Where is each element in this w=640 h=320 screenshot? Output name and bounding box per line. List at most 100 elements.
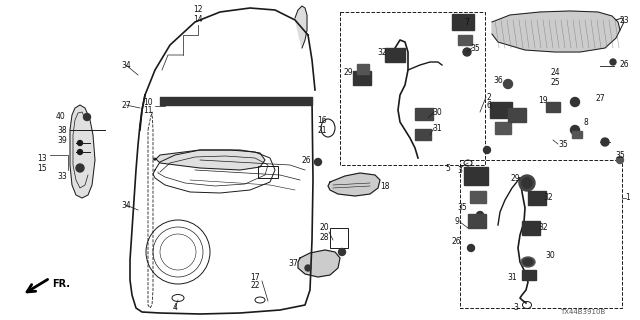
Bar xyxy=(470,191,486,203)
Text: 8: 8 xyxy=(584,117,588,126)
Text: 25: 25 xyxy=(550,77,560,86)
Text: 22: 22 xyxy=(250,282,260,291)
Text: 32: 32 xyxy=(538,223,548,233)
Text: 26: 26 xyxy=(301,156,311,164)
Bar xyxy=(522,270,536,280)
Text: 27: 27 xyxy=(595,93,605,102)
Bar xyxy=(528,191,546,205)
Bar xyxy=(572,131,582,138)
Bar xyxy=(468,214,486,228)
Circle shape xyxy=(504,79,513,89)
Text: 28: 28 xyxy=(319,234,329,243)
Bar xyxy=(415,108,433,120)
Circle shape xyxy=(522,178,532,188)
Text: TX44B3910B: TX44B3910B xyxy=(561,309,605,315)
Text: 40: 40 xyxy=(55,111,65,121)
Text: 16: 16 xyxy=(317,116,327,124)
Text: 27: 27 xyxy=(121,100,131,109)
Circle shape xyxy=(305,265,311,271)
Text: 11: 11 xyxy=(143,106,153,115)
Text: 39: 39 xyxy=(57,135,67,145)
Polygon shape xyxy=(492,11,620,52)
Text: 3: 3 xyxy=(513,303,518,313)
Text: 26: 26 xyxy=(619,60,629,68)
Text: 30: 30 xyxy=(432,108,442,116)
Text: 38: 38 xyxy=(57,125,67,134)
Bar xyxy=(385,48,405,62)
Text: 2: 2 xyxy=(486,92,492,101)
Text: 18: 18 xyxy=(380,181,390,190)
Circle shape xyxy=(463,48,471,56)
Bar xyxy=(508,108,526,122)
Circle shape xyxy=(570,98,579,107)
Circle shape xyxy=(339,249,346,255)
Text: 34: 34 xyxy=(121,60,131,69)
Text: 32: 32 xyxy=(377,47,387,57)
Bar xyxy=(464,167,488,185)
Circle shape xyxy=(483,147,490,154)
Text: 31: 31 xyxy=(432,124,442,132)
Text: 13: 13 xyxy=(37,154,47,163)
Bar xyxy=(458,35,472,45)
Text: 36: 36 xyxy=(493,76,503,84)
Text: 15: 15 xyxy=(37,164,47,172)
Text: 9: 9 xyxy=(454,218,460,227)
Text: 4: 4 xyxy=(173,303,177,313)
Text: 5: 5 xyxy=(445,164,451,172)
Text: 29: 29 xyxy=(343,68,353,76)
Circle shape xyxy=(77,140,83,146)
Circle shape xyxy=(467,244,474,252)
Text: 32: 32 xyxy=(543,194,553,203)
Text: 19: 19 xyxy=(538,95,548,105)
Text: 10: 10 xyxy=(143,98,153,107)
Text: 30: 30 xyxy=(545,251,555,260)
Text: 1: 1 xyxy=(626,194,630,203)
Polygon shape xyxy=(298,250,340,277)
Text: 3: 3 xyxy=(458,165,463,174)
Bar xyxy=(546,102,560,112)
Text: 31: 31 xyxy=(507,274,517,283)
Bar xyxy=(522,221,540,235)
Text: 23: 23 xyxy=(619,15,629,25)
Text: 6: 6 xyxy=(486,100,492,109)
Text: 35: 35 xyxy=(470,44,480,52)
Circle shape xyxy=(610,59,616,65)
Text: 35: 35 xyxy=(457,204,467,212)
Polygon shape xyxy=(153,150,265,170)
Bar xyxy=(452,14,474,30)
Circle shape xyxy=(601,138,609,146)
Text: 7: 7 xyxy=(465,18,469,27)
Text: 14: 14 xyxy=(193,14,203,23)
Circle shape xyxy=(477,212,483,219)
Polygon shape xyxy=(328,173,380,196)
Bar xyxy=(495,122,511,134)
Text: 24: 24 xyxy=(550,68,560,76)
Text: 26: 26 xyxy=(451,237,461,246)
Circle shape xyxy=(616,156,623,164)
Bar xyxy=(490,102,512,118)
Circle shape xyxy=(77,149,83,155)
Text: 35: 35 xyxy=(558,140,568,148)
Bar xyxy=(258,166,278,178)
Polygon shape xyxy=(70,105,95,198)
Bar xyxy=(357,64,369,74)
Text: 17: 17 xyxy=(250,274,260,283)
Text: 35: 35 xyxy=(615,150,625,159)
Text: 29: 29 xyxy=(510,173,520,182)
Text: 33: 33 xyxy=(57,172,67,180)
Bar xyxy=(330,228,348,248)
Bar xyxy=(415,129,431,140)
Text: 21: 21 xyxy=(317,125,327,134)
Text: 37: 37 xyxy=(288,260,298,268)
Ellipse shape xyxy=(521,257,535,267)
Text: FR.: FR. xyxy=(52,279,70,289)
Text: 34: 34 xyxy=(121,201,131,210)
Circle shape xyxy=(76,164,84,172)
Circle shape xyxy=(83,114,90,121)
Circle shape xyxy=(314,158,321,165)
Circle shape xyxy=(570,125,579,134)
Text: 12: 12 xyxy=(193,4,203,13)
Polygon shape xyxy=(295,6,307,48)
Text: 20: 20 xyxy=(319,223,329,233)
Ellipse shape xyxy=(523,259,533,266)
